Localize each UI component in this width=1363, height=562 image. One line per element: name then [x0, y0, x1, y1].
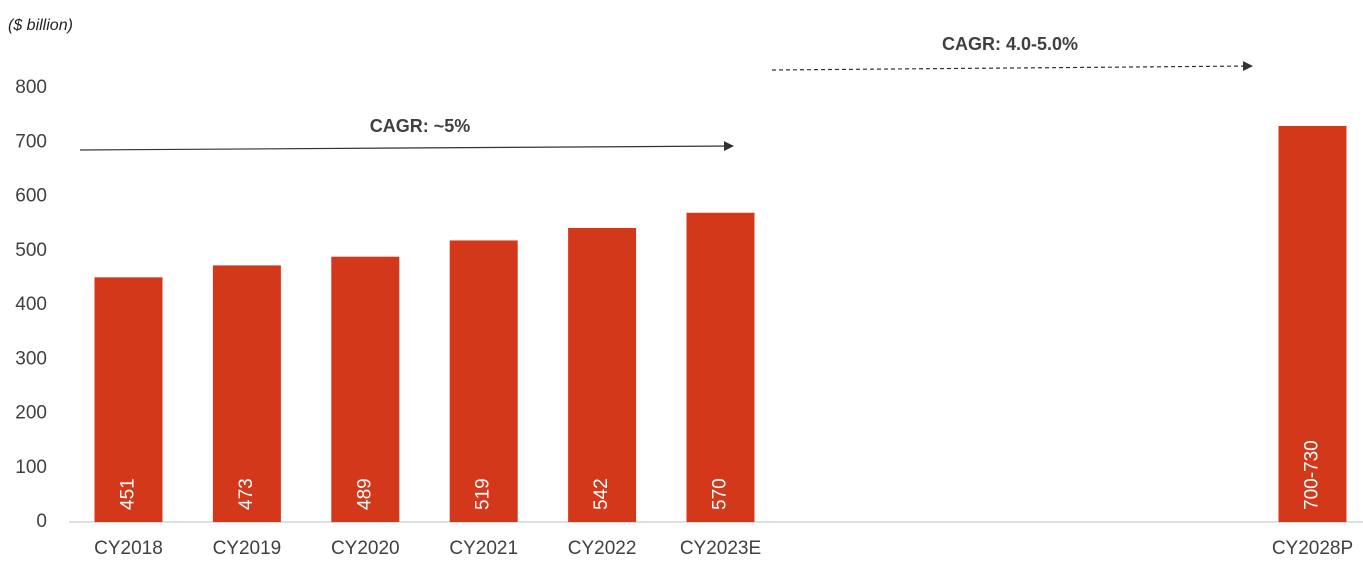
- x-tick-label: CY2021: [449, 538, 518, 559]
- cagr-annotation: CAGR: ~5%: [370, 116, 471, 136]
- y-tick-label: 500: [15, 240, 47, 261]
- bar: [1278, 125, 1347, 522]
- cagr-arrow: [771, 61, 1253, 72]
- x-tick-label: CY2020: [331, 538, 400, 559]
- x-tick-label: CY2028P: [1272, 538, 1353, 559]
- value-label: 489: [354, 478, 375, 510]
- value-label: 519: [473, 478, 494, 510]
- y-tick-label: 400: [15, 294, 47, 315]
- y-tick-label: 700: [15, 131, 47, 152]
- bar: [94, 277, 163, 522]
- y-tick-label: 600: [15, 186, 47, 207]
- value-label: 473: [236, 478, 257, 510]
- value-label: 542: [591, 478, 612, 510]
- y-tick-label: 200: [15, 403, 47, 424]
- value-label: 570: [710, 478, 731, 510]
- cagr-annotation: CAGR: 4.0-5.0%: [942, 34, 1078, 54]
- y-tick-label: 800: [15, 77, 47, 98]
- y-tick-label: 100: [15, 457, 47, 478]
- y-tick-label: 0: [36, 511, 47, 532]
- value-label: 451: [118, 478, 139, 510]
- x-tick-label: CY2023E: [680, 538, 761, 559]
- x-tick-label: CY2022: [568, 538, 637, 559]
- x-tick-label: CY2018: [94, 538, 163, 559]
- value-label: 700-730: [1302, 440, 1323, 510]
- bar: [212, 265, 281, 522]
- y-tick-label: 300: [15, 348, 47, 369]
- bar: [331, 256, 400, 522]
- bar: [449, 240, 518, 522]
- x-tick-label: CY2019: [213, 538, 282, 559]
- cagr-arrow: [79, 141, 734, 152]
- bar: [568, 227, 637, 522]
- bar: [686, 212, 755, 522]
- unit-label: ($ billion): [8, 17, 73, 34]
